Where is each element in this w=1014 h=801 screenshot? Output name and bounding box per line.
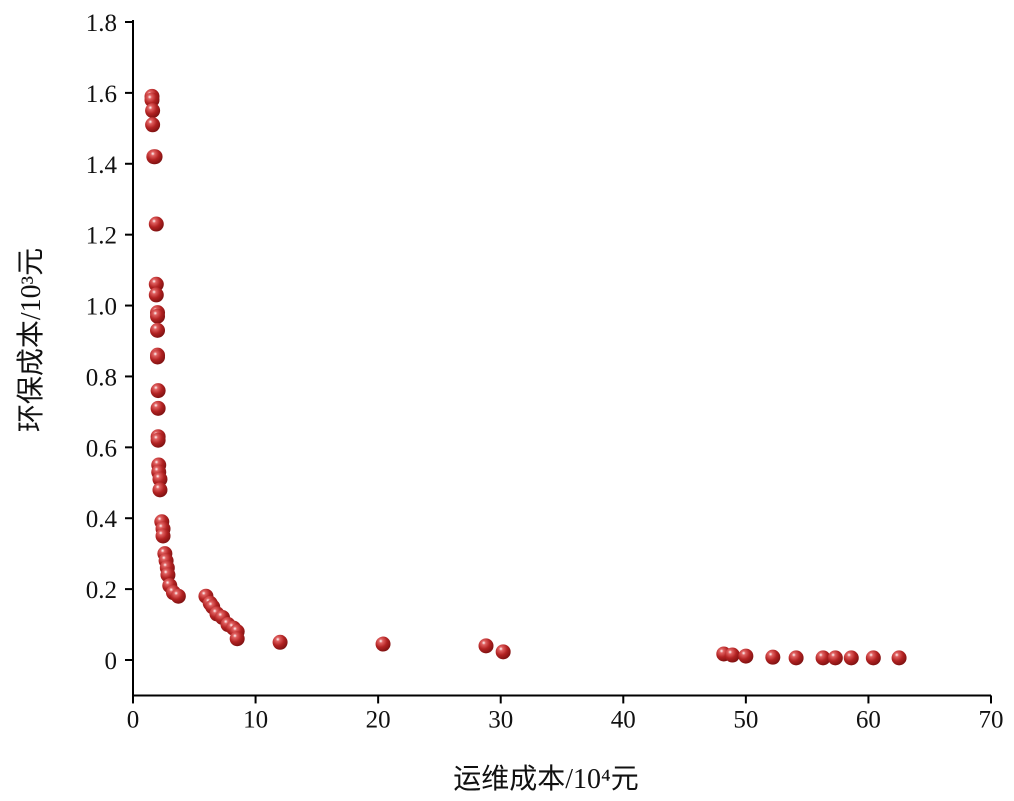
data-point	[272, 634, 288, 650]
y-tick-label: 1.2	[86, 223, 117, 250]
data-point	[150, 400, 166, 416]
data-point	[148, 287, 164, 303]
y-tick-label: 0.2	[86, 577, 117, 604]
x-tick-label: 40	[611, 706, 636, 733]
data-point	[738, 648, 754, 664]
x-axis-label: 运维成本/10⁴元	[453, 763, 639, 795]
y-tick-label: 1.6	[86, 81, 117, 108]
data-point	[155, 528, 171, 544]
x-tick-label: 10	[243, 706, 268, 733]
data-point	[375, 636, 391, 652]
y-tick-label: 0.6	[86, 435, 117, 462]
data-point	[150, 322, 166, 338]
x-tick-label: 30	[488, 706, 513, 733]
y-tick-label: 1.8	[86, 10, 117, 37]
data-point	[147, 149, 163, 165]
y-axis-label: 环保成本/10³元	[15, 248, 47, 432]
y-tick-label: 0.8	[86, 364, 117, 391]
data-point	[150, 432, 166, 448]
x-tick-label: 0	[127, 706, 140, 733]
data-point	[150, 383, 166, 399]
data-points	[144, 88, 907, 666]
data-point	[229, 631, 245, 647]
data-point	[724, 647, 740, 663]
data-point	[478, 638, 494, 654]
data-point	[815, 650, 831, 666]
y-tick-label: 0	[105, 648, 118, 675]
data-point	[150, 308, 166, 324]
data-point	[150, 349, 166, 365]
data-point	[843, 650, 859, 666]
data-point	[148, 216, 164, 232]
axes: 0 0.2 0.4 0.6 0.8 1.0 1.2 1.4 1.6 1.8 0 10 20 30 40 50 6…	[86, 10, 1004, 733]
y-tick-label: 1.0	[86, 294, 117, 321]
data-point	[891, 650, 907, 666]
x-tick-label: 60	[856, 706, 881, 733]
data-point	[145, 103, 161, 119]
data-point	[765, 649, 781, 665]
data-point	[145, 117, 161, 133]
data-point	[865, 650, 881, 666]
data-point	[152, 482, 168, 498]
data-point	[170, 588, 186, 604]
x-tick-label: 70	[979, 706, 1004, 733]
x-tick-label: 50	[733, 706, 758, 733]
data-point	[495, 644, 511, 660]
data-point	[827, 650, 843, 666]
data-point	[144, 92, 160, 108]
y-tick-label: 1.4	[86, 152, 118, 179]
data-point	[152, 471, 168, 487]
data-point	[788, 650, 804, 666]
y-tick-label: 0.4	[86, 506, 118, 533]
x-tick-label: 20	[366, 706, 391, 733]
data-point	[148, 276, 164, 292]
